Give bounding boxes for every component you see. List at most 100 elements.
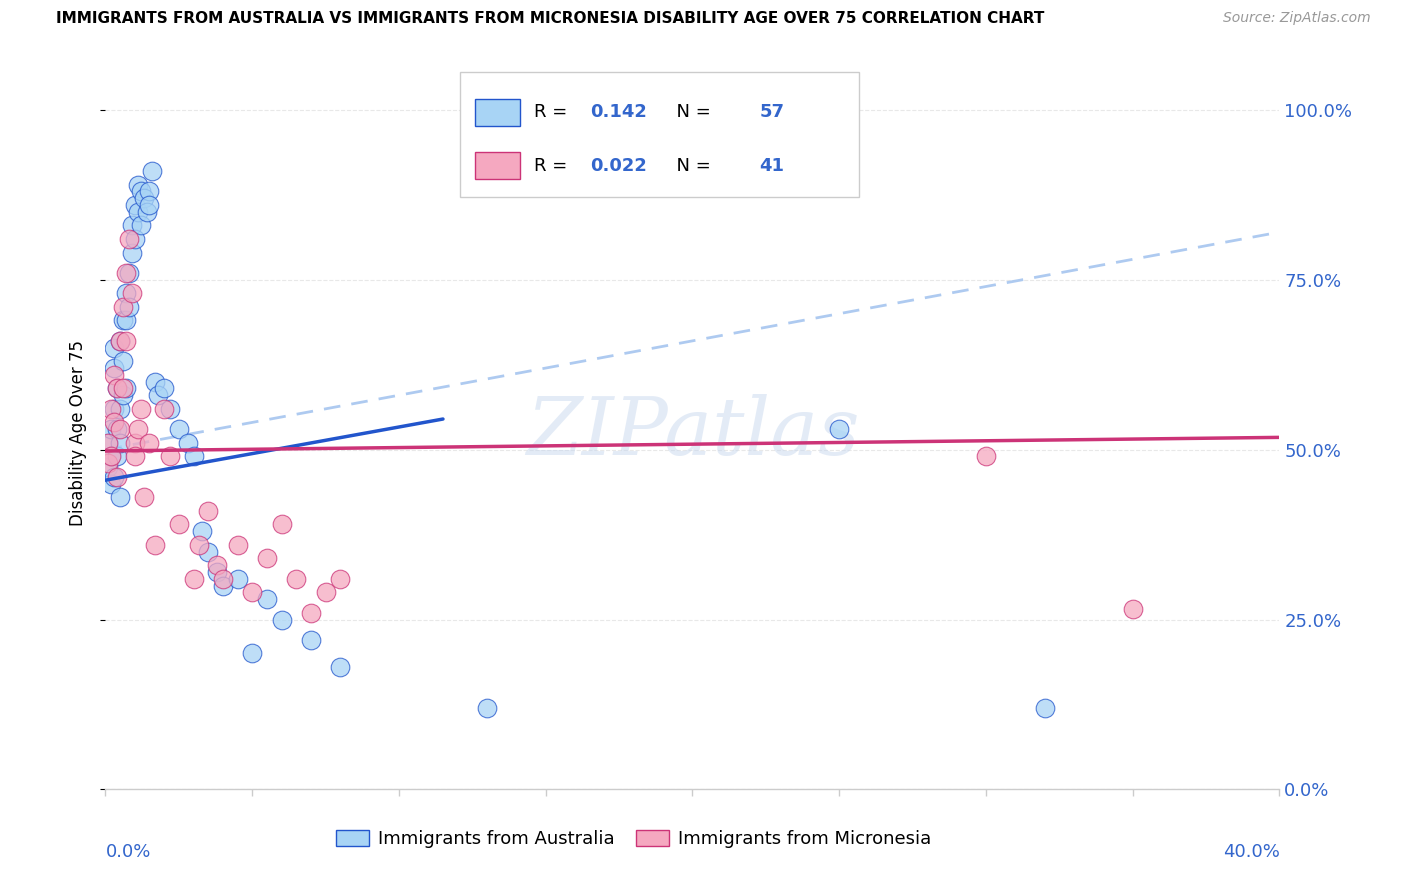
Point (118, 232, 141, 246)
Point (153, 381, 176, 395)
Point (135, 204, 157, 219)
Y-axis label: Disability Age Over 75: Disability Age Over 75 (69, 340, 87, 525)
Point (167, 422, 190, 436)
Point (97, 435, 120, 450)
Point (118, 300, 141, 314)
FancyBboxPatch shape (460, 72, 859, 197)
Point (115, 334, 138, 348)
Point (108, 334, 131, 348)
Point (112, 300, 135, 314)
Point (197, 544, 219, 558)
Point (103, 341, 125, 355)
Text: ZIPatlas: ZIPatlas (526, 394, 859, 471)
Point (97, 459, 120, 474)
Text: R =: R = (534, 103, 574, 121)
Point (100, 450, 122, 464)
Point (138, 185, 160, 199)
Point (103, 361, 125, 376)
Point (329, 572, 352, 586)
Point (108, 422, 131, 436)
Point (148, 388, 170, 402)
Point (270, 613, 292, 627)
Point (108, 490, 131, 504)
Point (211, 572, 233, 586)
Point (226, 572, 249, 586)
Point (329, 660, 352, 674)
Point (115, 286, 138, 301)
Point (127, 178, 149, 192)
Point (176, 435, 198, 450)
Point (100, 450, 122, 464)
Point (124, 450, 146, 464)
Point (256, 592, 278, 607)
Point (105, 470, 128, 484)
Point (108, 435, 131, 450)
Text: 40.0%: 40.0% (1223, 843, 1279, 861)
Point (143, 375, 166, 389)
Point (100, 476, 122, 491)
Text: N =: N = (665, 157, 717, 175)
Text: R =: R = (534, 157, 574, 175)
Point (112, 354, 135, 368)
Point (299, 606, 322, 620)
Point (103, 416, 125, 430)
Point (108, 401, 131, 416)
Point (828, 422, 851, 436)
Point (1033, 701, 1056, 715)
Point (127, 204, 149, 219)
Point (475, 701, 498, 715)
Point (183, 572, 205, 586)
Point (270, 517, 292, 532)
Point (124, 435, 146, 450)
Point (129, 401, 152, 416)
Point (138, 435, 160, 450)
Text: 41: 41 (759, 157, 785, 175)
Text: 0.0%: 0.0% (105, 843, 150, 861)
Point (226, 538, 249, 552)
Point (105, 381, 128, 395)
Point (132, 490, 155, 504)
Point (1122, 602, 1144, 616)
Point (124, 232, 146, 246)
Point (132, 191, 155, 205)
Point (115, 313, 138, 327)
Point (143, 538, 166, 552)
Point (129, 185, 152, 199)
Point (105, 422, 128, 436)
Point (112, 388, 135, 402)
Point (211, 578, 233, 592)
Point (100, 401, 122, 416)
Point (103, 368, 125, 382)
Point (121, 286, 143, 301)
Point (159, 401, 181, 416)
Point (115, 381, 138, 395)
Bar (475, 153, 520, 179)
Point (141, 164, 163, 178)
Point (97, 435, 120, 450)
Point (240, 585, 263, 599)
Point (115, 266, 138, 280)
Point (197, 504, 219, 518)
Point (129, 219, 152, 233)
Point (105, 450, 128, 464)
Point (124, 198, 146, 212)
Text: N =: N = (665, 103, 717, 121)
Point (108, 334, 131, 348)
Text: IMMIGRANTS FROM AUSTRALIA VS IMMIGRANTS FROM MICRONESIA DISABILITY AGE OVER 75 C: IMMIGRANTS FROM AUSTRALIA VS IMMIGRANTS … (56, 11, 1045, 26)
Point (100, 422, 122, 436)
Point (103, 470, 125, 484)
Point (153, 401, 176, 416)
Point (167, 517, 190, 532)
Point (121, 219, 143, 233)
Point (112, 381, 135, 395)
Point (191, 524, 214, 538)
Point (183, 450, 205, 464)
Point (159, 450, 181, 464)
Point (127, 422, 149, 436)
Point (103, 401, 125, 416)
Point (256, 551, 278, 566)
Text: Source: ZipAtlas.com: Source: ZipAtlas.com (1223, 11, 1371, 25)
Point (205, 558, 228, 573)
Point (188, 538, 211, 552)
Text: 0.142: 0.142 (591, 103, 647, 121)
